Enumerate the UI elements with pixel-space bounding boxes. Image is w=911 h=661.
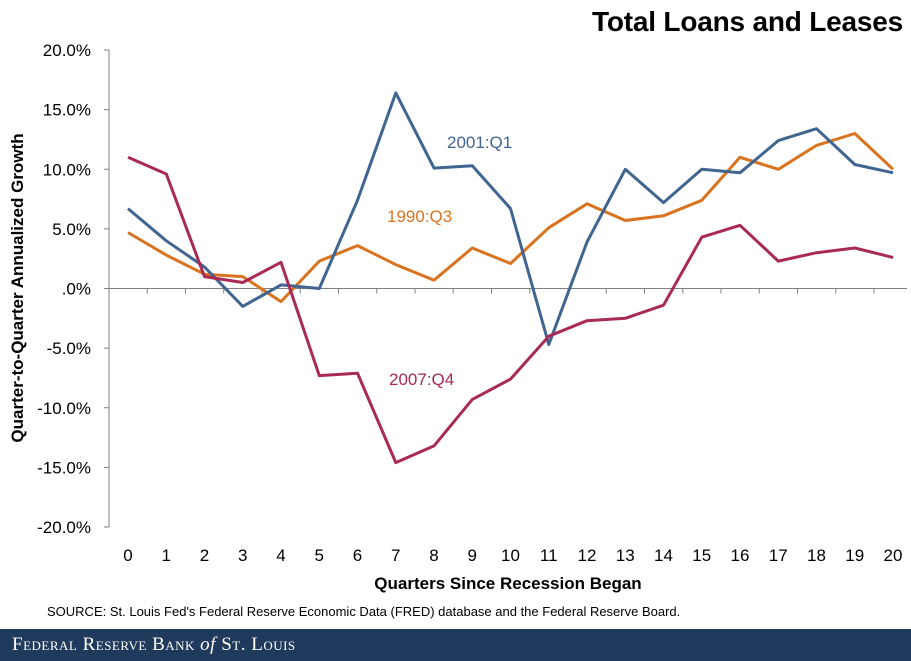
x-tick-label: 20 xyxy=(884,546,903,565)
x-tick-label: 11 xyxy=(540,546,558,565)
footer-bar: Federal Reserve Bank of St. Louis xyxy=(0,629,911,661)
y-tick-label: -10.0% xyxy=(37,399,91,418)
y-tick-label: -5.0% xyxy=(47,339,91,358)
x-tick-label: 19 xyxy=(845,546,864,565)
x-tick-label: 3 xyxy=(238,546,247,565)
chart-title: Total Loans and Leases xyxy=(592,6,903,37)
chart-axes xyxy=(108,50,907,527)
x-tick-label: 8 xyxy=(429,546,438,565)
x-tick-label: 5 xyxy=(315,546,324,565)
x-axis-title: Quarters Since Recession Began xyxy=(374,574,641,593)
y-tick-label: 20.0% xyxy=(43,41,91,60)
x-tick-label: 0 xyxy=(123,546,132,565)
series-labels: 1990:Q3 2001:Q1 2007:Q4 xyxy=(387,133,512,389)
footer-text-of: of xyxy=(200,634,216,655)
x-tick-label: 6 xyxy=(353,546,362,565)
line-chart: 20.0% 15.0% 10.0% 5.0% .0% -5.0% -10.0% -15.0% -… xyxy=(8,41,907,593)
x-tick-label: 14 xyxy=(654,546,673,565)
y-tick-label: -20.0% xyxy=(37,518,91,537)
footer-text-part3: St. Louis xyxy=(215,634,296,655)
x-tick-label: 13 xyxy=(616,546,635,565)
x-tick-label: 10 xyxy=(501,546,520,565)
series-line-2001-q1 xyxy=(127,91,894,346)
x-tick-label: 4 xyxy=(276,546,285,565)
y-tick-label: .0% xyxy=(62,280,91,299)
x-tick-label: 17 xyxy=(769,546,788,565)
series-line-2007-q4 xyxy=(127,155,894,465)
y-axis-title: Quarter-to-Quarter Annualized Growth xyxy=(8,133,27,442)
series-lines xyxy=(127,91,895,465)
x-axis-ticks: 0 1 2 3 4 5 6 7 8 9 10 11 12 13 14 15 16 17 18 19 20 xyxy=(108,288,903,565)
x-tick-label: 15 xyxy=(692,546,711,565)
x-tick-label: 9 xyxy=(468,546,477,565)
x-tick-label: 18 xyxy=(807,546,826,565)
x-tick-label: 16 xyxy=(731,546,750,565)
series-label-1990-q3: 1990:Q3 xyxy=(387,207,452,226)
footer-text-part1: Federal Reserve Bank xyxy=(12,634,201,655)
source-note: SOURCE: St. Louis Fed's Federal Reserve … xyxy=(47,604,681,619)
y-tick-label: 15.0% xyxy=(43,101,91,120)
series-line-1990-q3 xyxy=(127,132,895,304)
series-label-2001-q1: 2001:Q1 xyxy=(447,133,512,152)
x-tick-label: 1 xyxy=(162,546,171,565)
y-axis-ticks: 20.0% 15.0% 10.0% 5.0% .0% -5.0% -10.0% -15.0% -… xyxy=(37,41,109,537)
x-tick-label: 7 xyxy=(391,546,400,565)
y-tick-label: 10.0% xyxy=(43,160,91,179)
y-tick-label: 5.0% xyxy=(52,220,91,239)
footer-logo-text: Federal Reserve Bank of St. Louis xyxy=(12,634,296,656)
series-label-2007-q4: 2007:Q4 xyxy=(389,370,454,389)
y-tick-label: -15.0% xyxy=(37,458,91,477)
x-tick-label: 12 xyxy=(578,546,597,565)
x-tick-label: 2 xyxy=(200,546,209,565)
